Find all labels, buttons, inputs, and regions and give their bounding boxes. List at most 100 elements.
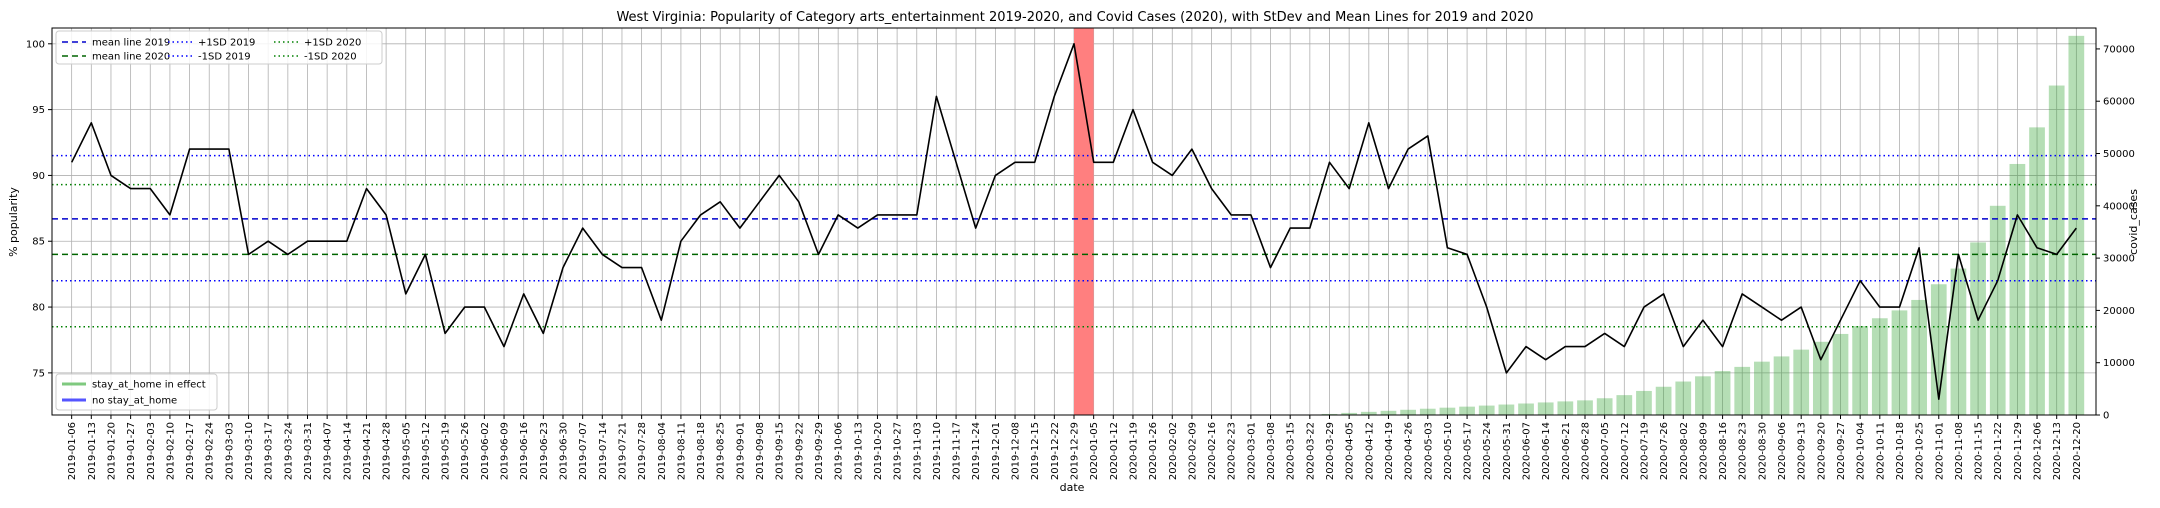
x-tick-label: 2020-11-29 [2013,422,2024,480]
x-tick-label: 2019-02-03 [146,422,157,480]
x-tick-label: 2019-04-14 [342,422,353,480]
x-tick-label: 2019-03-03 [224,422,235,480]
x-tick-label: 2020-03-08 [1266,422,1277,480]
reference-lines [52,154,2096,328]
x-tick-label: 2020-09-20 [1816,422,1827,480]
x-tick-label: 2019-05-26 [460,422,471,480]
covid-bar [1734,366,1751,415]
covid-bar [1321,413,1338,415]
legend-label: stay_at_home in effect [92,380,206,391]
x-tick-label: 2019-10-27 [893,422,904,480]
x-tick-label: 2019-09-08 [755,422,766,480]
x-tick-label: 2019-06-23 [539,422,550,480]
x-tick-label: 2019-07-14 [598,422,609,480]
x-tick-label: 2020-04-26 [1404,422,1415,480]
popularity-line [70,42,2077,401]
popularity-line-group [70,42,2077,401]
x-tick-label: 2019-01-13 [87,422,98,480]
x-tick-label: 2019-11-17 [952,422,963,480]
x-tick-label: 2020-10-11 [1875,422,1886,480]
covid-bar [2029,127,2045,415]
covid-bar [2068,35,2085,415]
covid-bars [1321,35,2085,415]
x-tick-label: 2020-12-06 [2033,422,2044,480]
x-tick-label: 2019-06-09 [500,422,511,480]
covid-bar [1577,400,1593,415]
x-tick-label: 2020-12-13 [2052,422,2063,480]
x-tick-label: 2019-05-19 [441,422,452,480]
x-tick-label: 2020-11-22 [1993,422,2004,480]
legend-label: mean line 2019 [92,38,170,49]
covid-bar [1360,411,1377,415]
x-tick-label: 2020-08-30 [1757,422,1768,480]
y2-tick-label: 70000 [2103,44,2135,55]
covid-bar [1714,371,1731,415]
y-tick-label: 100 [26,39,45,50]
x-tick-label: 2020-11-15 [1974,422,1985,480]
covid-bar [2009,163,2026,415]
x-tick-label: 2019-09-29 [814,422,825,480]
x-tick-label: 2020-10-25 [1915,422,1926,480]
x-tick-label: 2019-02-24 [205,422,216,480]
y-tick-label: 95 [32,105,45,116]
covid-bar [1930,284,1947,415]
x-tick-label: 2020-03-22 [1305,422,1316,480]
x-tick-label: 2019-12-15 [1030,422,1041,480]
x-tick-label: 2019-08-25 [716,422,727,480]
covid-bar [1459,406,1475,415]
x-tick-label: 2019-06-16 [519,422,530,480]
y2-tick-label: 50000 [2103,149,2135,160]
covid-bar [1970,242,1986,415]
y2-tick-label: 60000 [2103,97,2135,108]
x-tick-label: 2019-04-07 [323,422,334,480]
legend-top-box [55,30,383,65]
x-tick-label: 2019-01-27 [126,422,137,480]
covid-bar [1400,409,1416,415]
highlight-band [1074,28,1094,415]
x-tick-label: 2020-08-16 [1718,422,1729,480]
x-tick-label: 2020-11-08 [1954,422,1965,480]
x-tick-label: 2020-11-01 [1934,422,1945,480]
x-tick-label: 2019-10-06 [834,422,845,480]
covid-bar [2048,85,2065,415]
x-tick-label: 2020-03-15 [1286,422,1297,480]
y-tick-label: 90 [32,171,45,182]
x-tick-label: 2020-08-02 [1679,422,1690,480]
y2-tick-label: 20000 [2103,306,2135,317]
x-tick-label: 2019-07-07 [578,422,589,480]
x-tick-label: 2019-02-10 [165,422,176,480]
x-tick-label: 2019-12-08 [1011,422,1022,480]
x-tick-label: 2019-09-22 [794,422,805,480]
y-tick-label: 75 [32,368,45,379]
x-tick-label: 2020-06-07 [1522,422,1533,480]
x-tick-label: 2019-12-01 [991,422,1002,480]
x-tick-label: 2019-03-31 [303,422,314,480]
x-tick-label: 2019-08-04 [657,422,668,480]
axes: 75 80 85 90 95 100 0 10000 20000 30000 40000 50000 6… [26,27,2135,480]
y-tick-label: 85 [32,237,45,248]
x-tick-label: 2019-09-15 [775,422,786,480]
covid-bar [1793,349,1810,415]
x-tick-label: 2020-02-23 [1227,422,1238,480]
covid-bar [1754,361,1770,415]
x-tick-label: 2019-08-11 [676,422,687,480]
legend-label: mean line 2020 [92,52,170,63]
x-tick-label: 2020-07-26 [1659,422,1670,480]
y-tick-label: 80 [32,303,45,314]
x-tick-label: 2019-03-17 [264,422,275,480]
x-tick-label: 2019-11-10 [932,422,943,480]
covid-bar [1891,310,1908,415]
covid-bar [1852,326,1869,415]
x-tick-label: 2020-08-09 [1698,422,1709,480]
legends: mean line 2019 mean line 2020 +1SD 2019 -1S… [55,30,383,411]
y2-tick-label: 0 [2103,411,2109,422]
legend-label: no stay_at_home [92,396,177,407]
legend-label: -1SD 2019 [198,52,251,63]
x-tick-label: 2020-01-19 [1129,422,1140,480]
grid-lines [52,28,2096,415]
x-tick-label: 2020-09-27 [1836,422,1847,480]
x-tick-label: 2019-07-21 [618,422,629,480]
x-tick-label: 2019-08-18 [696,422,707,480]
